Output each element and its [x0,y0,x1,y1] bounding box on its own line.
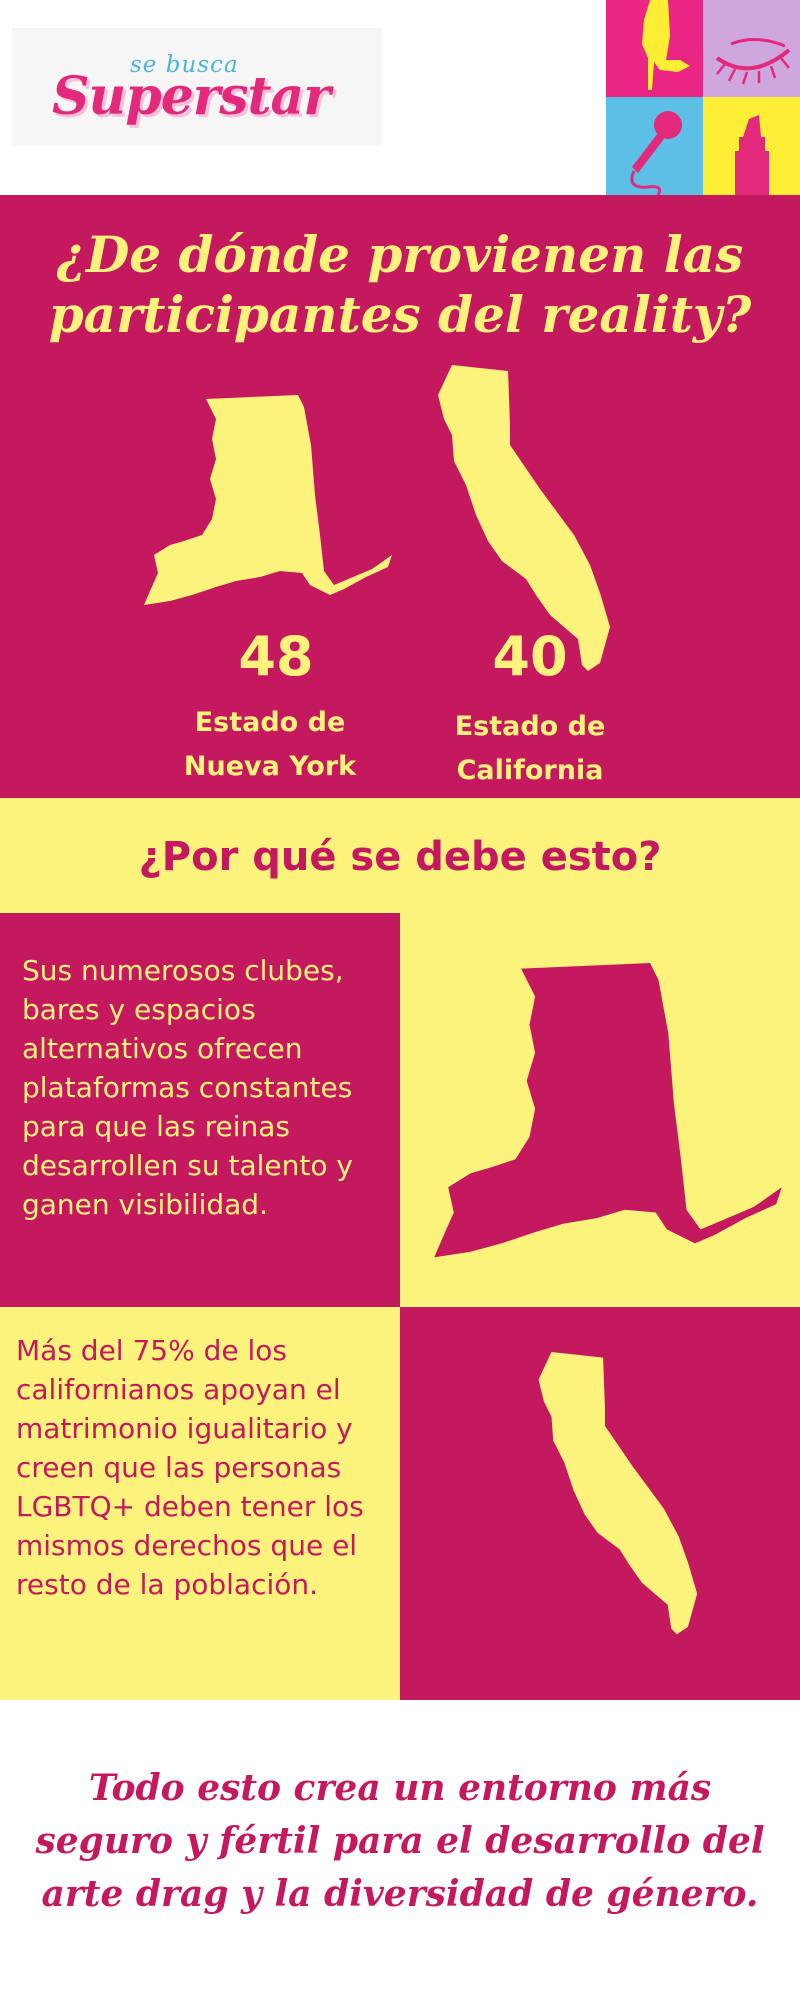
california-reason-text: Más del 75% de los californianos apoyan … [16,1334,364,1601]
new-york-reason-text: Sus numerosos clubes, bares y espacios a… [22,954,353,1221]
california-count: 40 [492,625,568,688]
new-york-map-icon [434,963,782,1258]
new-york-reason-panel: Sus numerosos clubes, bares y espacios a… [0,913,400,1307]
reasons-title: ¿Por qué se debe esto? [138,834,662,880]
logo-tagline: se busca [130,52,239,78]
closing-section: Todo esto crea un entorno más seguro y f… [0,1700,800,2000]
california-label: Estado de California [454,711,606,786]
origins-title: ¿De dónde provienen las participantes de… [48,225,752,344]
high-heel-icon [606,0,703,97]
california-map-panel [400,1307,800,1700]
california-map-icon [538,1352,698,1635]
logo-title: Superstar [52,66,331,127]
california-reason-panel: Más del 75% de los californianos apoyan … [0,1307,400,1700]
eyelash-icon [703,0,800,97]
origins-section: ¿De dónde provienen las participantes de… [0,195,800,798]
new-york-map-panel [400,913,800,1307]
closing-statement: Todo esto crea un entorno más seguro y f… [35,1767,765,1915]
new-york-label: Estado de Nueva York [183,707,357,782]
logo [12,28,382,146]
new-york-count: 48 [238,625,314,688]
reasons-heading-band: ¿Por qué se debe esto? [0,798,800,913]
new-york-map-icon [144,395,392,605]
header: se busca Superstar [0,0,800,195]
microphone-icon [606,97,703,195]
lipstick-icon [703,97,800,195]
